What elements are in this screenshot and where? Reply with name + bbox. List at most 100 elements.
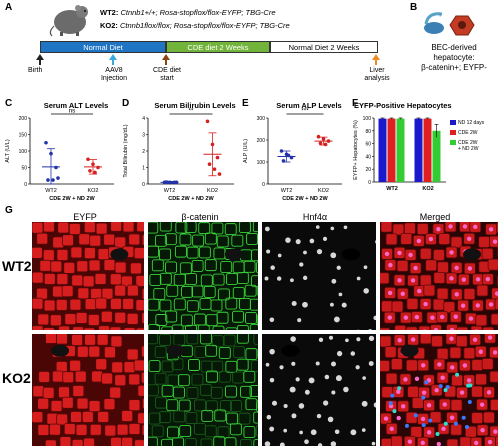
nucleus	[492, 239, 498, 244]
nucleus	[442, 402, 447, 407]
nucleus	[485, 276, 491, 282]
event-liver: Liver analysis	[358, 67, 396, 83]
bec-nucleus	[461, 415, 466, 420]
cell	[404, 222, 416, 235]
legend-swatch	[450, 140, 456, 145]
cell	[121, 436, 133, 446]
nucleus	[355, 365, 360, 370]
cell	[406, 298, 419, 310]
cell	[100, 310, 113, 323]
membrane	[148, 245, 160, 258]
membrane	[179, 233, 192, 246]
nucleus	[426, 403, 432, 408]
membrane	[216, 311, 229, 324]
cell	[419, 247, 432, 260]
nucleus	[318, 337, 324, 342]
membrane	[218, 346, 231, 359]
bec-cell	[392, 409, 397, 414]
data-point	[207, 162, 212, 166]
x-tick-label: KO2	[318, 188, 329, 194]
chart-alt: Serum ALT Levels 0 50 100 150 200 ALT (U/L) WT2…	[5, 101, 114, 202]
y-tick-label: 40	[365, 154, 371, 160]
nucleus	[408, 252, 413, 258]
y-tick-label: 80	[365, 129, 371, 135]
cell	[494, 298, 498, 311]
nucleus	[368, 335, 375, 342]
bec-nucleus	[390, 393, 395, 398]
cell	[110, 297, 122, 310]
membrane	[238, 412, 251, 425]
membrane	[177, 374, 190, 387]
nucleus	[486, 390, 492, 395]
bec-cell	[443, 388, 448, 393]
data-point	[212, 167, 217, 171]
cell	[478, 236, 491, 248]
x-tick-label: KO2	[422, 186, 433, 192]
nucleus	[397, 278, 402, 283]
cell	[89, 423, 102, 436]
data-point	[51, 178, 55, 182]
legend-label: CDE 2W	[458, 140, 478, 146]
nucleus	[474, 329, 479, 330]
bec-nucleus	[453, 421, 458, 426]
nucleus	[283, 403, 288, 409]
y-tick-label: 100	[257, 160, 266, 166]
membrane	[148, 334, 159, 345]
membrane	[173, 410, 186, 423]
nucleus	[467, 266, 473, 271]
nucleus	[421, 363, 426, 368]
membrane	[166, 284, 179, 297]
column-beta-catenin: β-catenin	[181, 212, 219, 222]
cell	[89, 234, 102, 247]
nucleus	[449, 415, 455, 420]
nucleus	[315, 361, 320, 366]
cell	[381, 300, 393, 313]
nucleus	[350, 351, 356, 356]
cell	[384, 346, 397, 358]
cell	[69, 359, 82, 372]
cell	[75, 312, 88, 324]
cell	[126, 284, 139, 297]
membrane	[158, 411, 171, 424]
nucleus	[277, 253, 282, 258]
y-tick-label: 60	[365, 142, 371, 148]
nucleus	[461, 277, 467, 282]
cell	[32, 411, 44, 423]
membrane	[180, 314, 193, 327]
cell	[433, 271, 446, 284]
cell	[114, 284, 127, 297]
micrograph-merged-ko2	[380, 334, 498, 446]
membrane	[194, 399, 206, 412]
vessel	[341, 248, 360, 261]
event-birth: Birth	[28, 67, 43, 74]
data-point	[316, 134, 321, 139]
membrane	[243, 260, 256, 273]
cell	[72, 326, 85, 330]
nucleus	[479, 402, 485, 407]
y-tick-label: 300	[257, 116, 266, 122]
cell	[95, 358, 108, 371]
cell	[39, 259, 52, 272]
vessel	[400, 344, 419, 357]
nucleus	[341, 302, 347, 308]
nucleus	[264, 441, 271, 446]
bec-cell	[397, 386, 402, 391]
cell	[122, 298, 135, 310]
genotype-ko2: KO2: Ctnnb1flox/flox; Rosa-stopflox/flox…	[100, 21, 290, 30]
bec-nucleus	[388, 401, 393, 406]
genotype-wt2-genes: Ctnnb1+/+; Rosa-stopflox/flox-EYFP; TBG-…	[120, 8, 276, 17]
nucleus	[466, 378, 472, 383]
membrane	[159, 334, 172, 346]
nucleus	[295, 377, 300, 382]
membrane	[186, 387, 199, 399]
membrane	[186, 246, 199, 259]
cell	[50, 400, 63, 412]
nucleus	[416, 238, 422, 244]
nucleus	[414, 376, 420, 382]
membrane	[229, 400, 242, 412]
membrane	[256, 314, 258, 326]
membrane	[200, 334, 212, 345]
nucleus	[299, 430, 303, 435]
nucleus	[388, 262, 393, 268]
membrane	[161, 360, 174, 373]
